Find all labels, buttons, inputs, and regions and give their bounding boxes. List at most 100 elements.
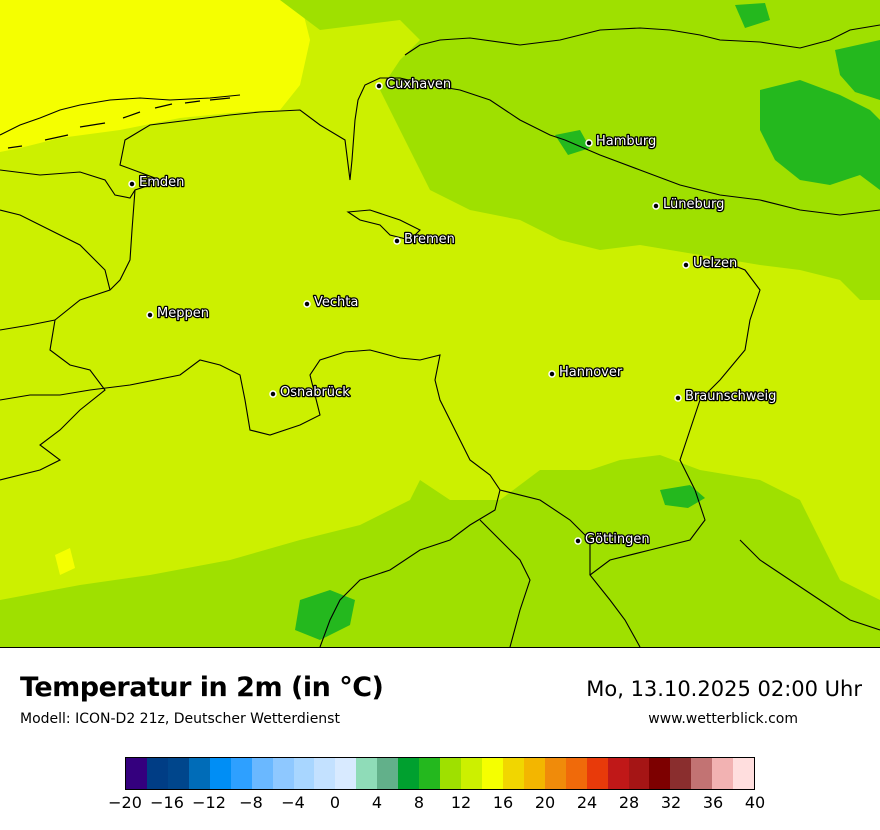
- temperature-field-south: [0, 455, 880, 647]
- coastline-and-borders: [0, 24, 880, 647]
- temperature-field-cold-hamburg: [555, 130, 590, 155]
- city-meppen: Meppen: [146, 305, 210, 322]
- city-label: Vechta: [314, 295, 358, 310]
- scale-tick-label: −20: [108, 793, 142, 812]
- city-dot: [146, 311, 154, 319]
- color-scale-swatch: [167, 758, 189, 789]
- color-scale-swatch: [481, 758, 503, 789]
- city-hannover: Hannover: [548, 364, 624, 381]
- color-scale-swatch: [649, 758, 671, 789]
- city-label: Lüneburg: [663, 197, 724, 212]
- color-scale-swatch: [126, 758, 147, 789]
- city-dot: [574, 537, 582, 545]
- city-dot: [375, 82, 383, 90]
- city-label: Osnabrück: [280, 385, 350, 400]
- color-scale-swatch: [670, 758, 692, 789]
- city-osnabrueck: Osnabrück: [269, 384, 351, 401]
- scale-tick-label: 40: [744, 793, 766, 812]
- color-scale-swatch: [712, 758, 734, 789]
- scale-tick-label: 24: [576, 793, 598, 812]
- temperature-field-cold-southwest: [295, 590, 355, 640]
- city-label: Uelzen: [693, 256, 737, 271]
- color-scale-swatch: [607, 758, 629, 789]
- scale-tick-label: 32: [660, 793, 682, 812]
- forecast-datetime: Mo, 13.10.2025 02:00 Uhr: [586, 677, 862, 701]
- city-label: Braunschweig: [685, 389, 776, 404]
- scale-tick-label: −4: [281, 793, 305, 812]
- scale-tick-label: 36: [702, 793, 724, 812]
- website-link[interactable]: www.wetterblick.com: [648, 711, 798, 727]
- city-goettingen: Göttingen: [574, 531, 651, 548]
- city-dot: [674, 394, 682, 402]
- city-dot: [652, 202, 660, 210]
- city-vechta: Vechta: [303, 294, 360, 311]
- city-hamburg: Hamburg: [585, 133, 658, 150]
- city-dot: [128, 180, 136, 188]
- temperature-field-cold-top: [735, 3, 770, 28]
- scale-tick-label: 12: [450, 793, 472, 812]
- color-scale-swatch: [502, 758, 524, 789]
- scale-tick-label: 8: [413, 793, 425, 812]
- color-scale-swatch: [565, 758, 587, 789]
- scale-tick-label: 0: [329, 793, 341, 812]
- scale-tick-label: 4: [371, 793, 383, 812]
- city-bremen: Bremen: [393, 231, 456, 248]
- scale-tick-label: 28: [618, 793, 640, 812]
- map-title: Temperatur in 2m (in °C): [20, 672, 384, 703]
- color-scale-swatch: [544, 758, 566, 789]
- temperature-scale-ticks: −20 −16 −12 −8 −4 0 4 8 12 16 20 24 28 32 36 40: [108, 793, 765, 823]
- color-scale-swatch: [586, 758, 608, 789]
- model-info: Modell: ICON-D2 21z, Deutscher Wetterdie…: [20, 711, 340, 727]
- city-label: Meppen: [157, 306, 209, 321]
- temperature-field-cold-east: [760, 80, 880, 190]
- city-dot: [548, 370, 556, 378]
- color-scale-swatch: [356, 758, 378, 789]
- temperature-map: Cuxhaven Hamburg Emden Lüneburg Bremen Uelzen…: [0, 0, 880, 648]
- city-label: Cuxhaven: [386, 77, 451, 92]
- color-scale-swatch: [314, 758, 336, 789]
- color-scale-swatch: [419, 758, 441, 789]
- city-label: Hannover: [559, 365, 623, 380]
- color-scale-swatch: [377, 758, 399, 789]
- color-scale-swatch: [335, 758, 357, 789]
- city-label: Hamburg: [596, 134, 656, 149]
- scale-tick-label: −12: [192, 793, 226, 812]
- color-scale-swatch: [209, 758, 231, 789]
- city-dot: [682, 261, 690, 269]
- scale-tick-label: −16: [150, 793, 184, 812]
- scale-tick-label: −8: [239, 793, 263, 812]
- scale-tick-label: 20: [534, 793, 556, 812]
- scale-tick-label: 16: [492, 793, 514, 812]
- color-scale-swatch: [628, 758, 650, 789]
- east-frisian-islands: [7, 97, 231, 149]
- city-label: Bremen: [404, 232, 455, 247]
- color-scale-swatch: [146, 758, 168, 789]
- color-scale-swatch: [461, 758, 482, 789]
- color-scale-swatch: [440, 758, 461, 789]
- color-scale-swatch: [398, 758, 420, 789]
- city-dot: [585, 139, 593, 147]
- temperature-field-cold-northeast: [835, 40, 880, 100]
- temperature-field-cold-harz: [660, 485, 705, 508]
- city-markers: Cuxhaven Hamburg Emden Lüneburg Bremen Uelzen…: [128, 76, 778, 548]
- color-scale-swatch: [733, 758, 755, 789]
- color-scale-swatch: [293, 758, 315, 789]
- city-dot: [269, 390, 277, 398]
- city-uelzen: Uelzen: [682, 255, 738, 272]
- color-scale-swatch: [251, 758, 273, 789]
- color-scale-swatch: [230, 758, 252, 789]
- city-dot: [303, 300, 311, 308]
- city-braunschweig: Braunschweig: [674, 388, 778, 405]
- temperature-field-warm-pocket: [55, 548, 75, 575]
- city-dot: [393, 237, 401, 245]
- color-scale-swatch: [523, 758, 545, 789]
- color-scale-swatch: [691, 758, 713, 789]
- temperature-color-scale: [125, 757, 755, 790]
- city-label: Emden: [139, 175, 184, 190]
- city-label: Göttingen: [585, 532, 650, 547]
- color-scale-swatch: [272, 758, 294, 789]
- city-lueneburg: Lüneburg: [652, 196, 726, 213]
- color-scale-swatch: [188, 758, 210, 789]
- city-emden: Emden: [128, 174, 186, 191]
- city-cuxhaven: Cuxhaven: [375, 76, 452, 93]
